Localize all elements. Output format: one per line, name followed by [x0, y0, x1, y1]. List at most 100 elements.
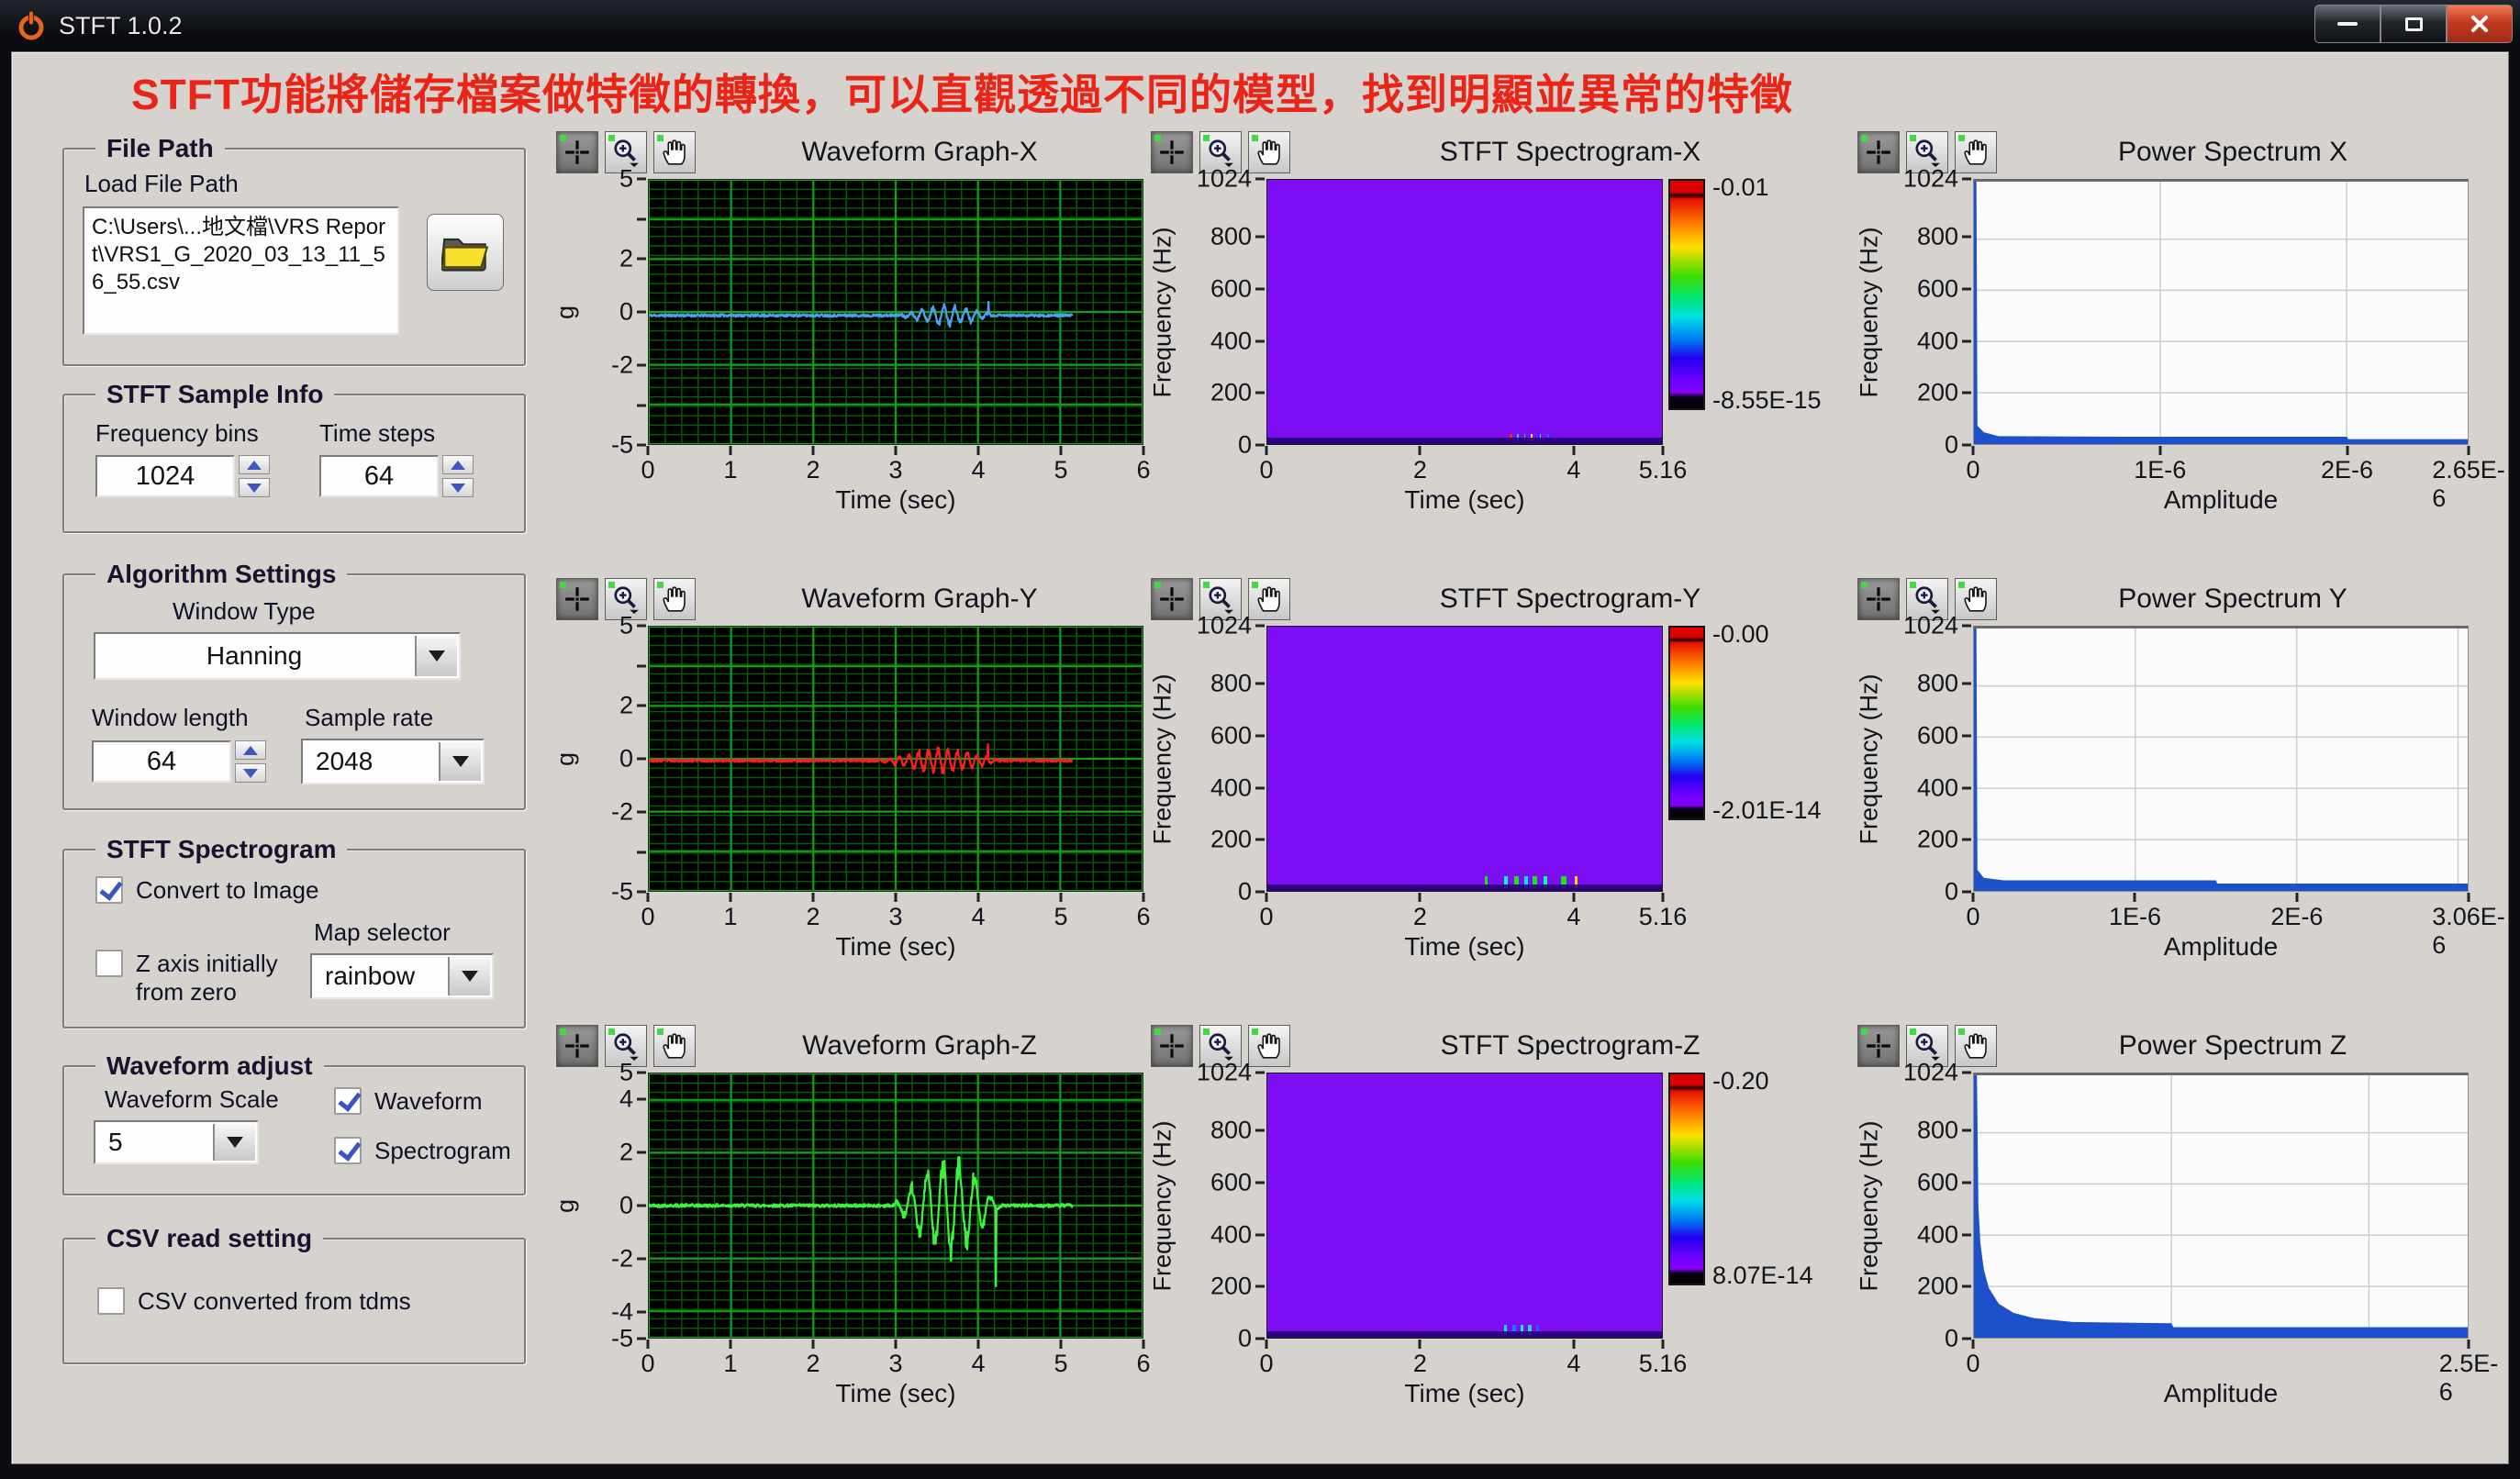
x-tick-label: 2.65E-6: [2432, 456, 2505, 512]
browse-button[interactable]: [427, 214, 504, 291]
power-spectrum-y-palette-pan-button[interactable]: [1955, 578, 1997, 620]
stft-spectrogram-z-palette-zoom-button[interactable]: [1199, 1025, 1242, 1067]
stft-spectrogram-x-palette-zoom-button[interactable]: [1199, 131, 1242, 173]
x-tick-mark: [894, 893, 898, 902]
y-tick-mark: [637, 851, 646, 853]
sample-rate-value: 2048: [316, 747, 374, 775]
y-tick-label: -2: [610, 350, 633, 379]
window-length-decrement-button[interactable]: [235, 763, 266, 783]
waveform-scale-dropdown-button[interactable]: [213, 1124, 255, 1161]
sample-rate-dropdown[interactable]: 2048: [301, 739, 485, 784]
y-tick-mark: [637, 757, 646, 761]
csv-converted-checkbox[interactable]: [97, 1287, 125, 1315]
time-steps-increment-button[interactable]: [442, 455, 474, 474]
stft-spectrogram-x-palette-cursor-button[interactable]: [1151, 131, 1193, 173]
map-selector-dropdown[interactable]: rainbow: [310, 953, 494, 999]
time-steps-input[interactable]: 64: [319, 455, 439, 497]
stft-spectrogram-y-plot[interactable]: [1266, 626, 1663, 892]
stft-spectrogram-y-y-ticks: 1024 800 600 400 200 0: [1182, 612, 1266, 906]
window-length-increment-button[interactable]: [235, 740, 266, 760]
x-tick-label: 0: [1966, 903, 1980, 930]
y-tick-label: 200: [1916, 1272, 1958, 1300]
stft-spectrogram-y-palette-zoom-button[interactable]: [1199, 578, 1242, 620]
window-titlebar: STFT 1.0.2: [0, 0, 2520, 51]
window-type-dropdown-button[interactable]: [415, 636, 457, 676]
waveform-graph-y-palette-zoom-button[interactable]: [605, 578, 647, 620]
waveform-graph-x-plot[interactable]: [648, 179, 1143, 445]
minimize-button[interactable]: [2314, 5, 2381, 43]
x-tick-label: 5.16: [1638, 903, 1688, 930]
z-axis-from-zero-checkbox[interactable]: [95, 950, 123, 977]
power-spectrum-x-palette-cursor-button[interactable]: [1857, 131, 1900, 173]
x-tick-label: 2: [1412, 903, 1427, 930]
window-title: STFT 1.0.2: [59, 11, 183, 39]
power-spectrum-z-plot[interactable]: [1973, 1073, 2469, 1339]
power-spectrum-x-palette-pan-button[interactable]: [1955, 131, 1997, 173]
x-tick-label: 3: [888, 903, 903, 930]
y-tick-mark: [637, 363, 646, 367]
time-steps-decrement-button[interactable]: [442, 478, 474, 497]
y-tick-mark: [1255, 443, 1265, 447]
power-spectrum-x-plot[interactable]: [1973, 179, 2469, 445]
waveform-graph-z-plot[interactable]: [648, 1073, 1143, 1339]
y-tick-mark: [637, 704, 646, 707]
stft-spectrogram-x-palette-pan-button[interactable]: [1248, 131, 1290, 173]
file-path-input[interactable]: C:\Users\...地文檔\VRS Report\VRS1_G_2020_0…: [83, 206, 399, 335]
x-tick-label: 2E-6: [2321, 456, 2374, 484]
waveform-graph-y-palette-pan-button[interactable]: [653, 578, 696, 620]
sample-rate-dropdown-button[interactable]: [439, 742, 481, 781]
x-tick-label: 2: [1412, 456, 1427, 484]
power-spectrum-x-palette-zoom-button[interactable]: [1906, 131, 1948, 173]
waveform-scale-dropdown[interactable]: 5: [94, 1120, 259, 1164]
map-selector-dropdown-button[interactable]: [448, 957, 490, 995]
stft-spectrogram-y-palette-pan-button[interactable]: [1248, 578, 1290, 620]
power-spectrum-z-palette-zoom-button[interactable]: [1906, 1025, 1948, 1067]
waveform-graph-x-palette-zoom-button[interactable]: [605, 131, 647, 173]
waveform-graph-z-palette-pan-button[interactable]: [653, 1025, 696, 1067]
waveform-graph-y-plot[interactable]: [648, 626, 1143, 892]
power-spectrum-y-palette-cursor-button[interactable]: [1857, 578, 1900, 620]
window-type-dropdown[interactable]: Hanning: [94, 632, 461, 680]
close-button[interactable]: [2447, 5, 2513, 43]
stft-spectrogram-z-palette-pan-button[interactable]: [1248, 1025, 1290, 1067]
stft-spectrogram-z-plot[interactable]: [1266, 1073, 1663, 1339]
waveform-graph-x-palette-pan-button[interactable]: [653, 131, 696, 173]
stft-sample-info-groupbox: STFT Sample Info Frequency bins 1024 Tim…: [62, 380, 526, 533]
spectrogram-checkbox[interactable]: [334, 1137, 362, 1164]
frequency-bins-increment-button[interactable]: [239, 455, 270, 474]
waveform-graph-z-palette-cursor-button[interactable]: [556, 1025, 598, 1067]
y-tick-mark: [637, 1204, 646, 1207]
x-tick-mark: [1142, 446, 1145, 455]
y-axis-label-text: g: [552, 305, 580, 319]
sample-rate-label: Sample rate: [305, 704, 434, 731]
colorbar-max-label: -0.01: [1712, 173, 1769, 201]
stft-spectrogram-y-colorbar[interactable]: [1668, 626, 1705, 820]
window-length-input[interactable]: 64: [92, 740, 231, 783]
waveform-checkbox[interactable]: [334, 1087, 362, 1115]
x-tick-mark: [811, 1340, 815, 1349]
stft-spectrogram-x-plot[interactable]: [1266, 179, 1663, 445]
maximize-button[interactable]: [2381, 5, 2447, 43]
stft-spectrogram-z-colorbar[interactable]: [1668, 1073, 1705, 1285]
spectrogram-bottom-band: [1267, 1330, 1662, 1338]
stft-spectrogram-z-palette-cursor-button[interactable]: [1151, 1025, 1193, 1067]
y-tick-label: 600: [1916, 274, 1958, 303]
y-tick-label: -2: [610, 1244, 633, 1273]
waveform-graph-x-palette-cursor-button[interactable]: [556, 131, 598, 173]
waveform-graph-z-palette-zoom-button[interactable]: [605, 1025, 647, 1067]
frequency-bins-input[interactable]: 1024: [95, 455, 235, 497]
power-spectrum-z-palette-cursor-button[interactable]: [1857, 1025, 1900, 1067]
stft-spectrogram-y-palette-cursor-button[interactable]: [1151, 578, 1193, 620]
power-spectrum-y-plot[interactable]: [1973, 626, 2469, 892]
power-spectrum-z-palette-pan-button[interactable]: [1955, 1025, 1997, 1067]
frequency-bins-decrement-button[interactable]: [239, 478, 270, 497]
colorbar-min-label: -8.55E-15: [1712, 386, 1822, 415]
graph-grid: Waveform Graph-X g 5 2 0 -2 -5 0 1 2 3 4 5 6 Time (sec…: [549, 124, 2505, 1466]
up-arrow-icon: [451, 460, 465, 470]
power-spectrum-y-palette-zoom-button[interactable]: [1906, 578, 1948, 620]
waveform-graph-y-palette-cursor-button[interactable]: [556, 578, 598, 620]
x-tick-mark: [811, 893, 815, 902]
x-tick-mark: [1142, 1340, 1145, 1349]
stft-spectrogram-x-colorbar[interactable]: [1668, 179, 1705, 411]
convert-to-image-checkbox[interactable]: [95, 876, 123, 904]
